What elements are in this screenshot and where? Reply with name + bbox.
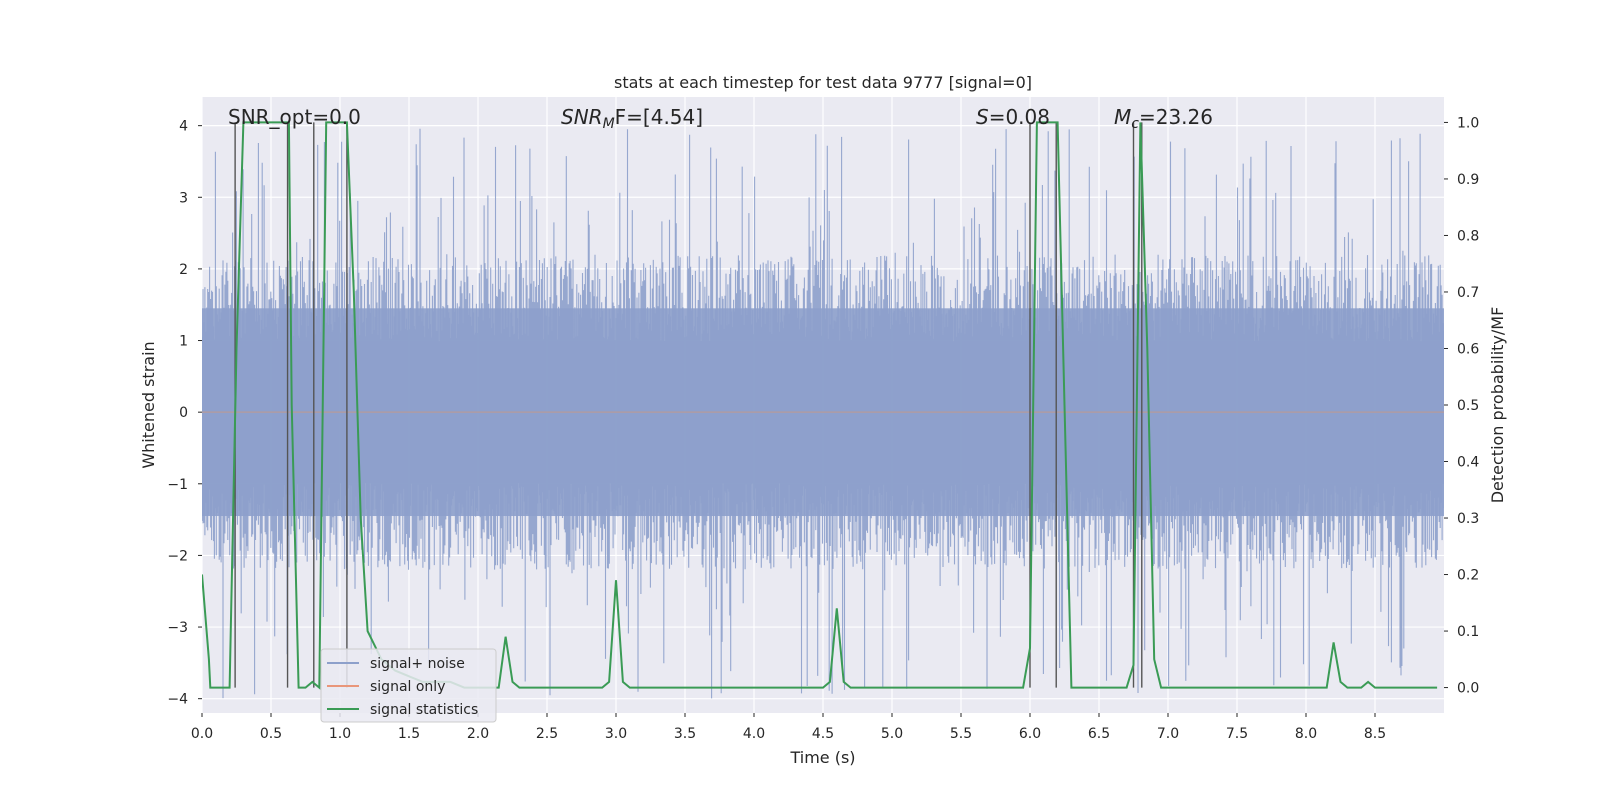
legend-label-signal: signal only: [370, 679, 445, 695]
y-axis-right-ticks: 1.0 0.9 0.8 0.7 0.6 0.5 0.4 0.3 0.2 0.1 0.0: [1444, 115, 1479, 697]
annotation-mc: Mc=23.26: [1114, 105, 1213, 132]
y-right-tick-label-1: 0.9: [1457, 172, 1479, 188]
y-right-tick-label-0: 1.0: [1457, 115, 1479, 131]
legend: signal+ noise signal only signal statist…: [320, 648, 497, 723]
y-left-tick-label-2: 2: [179, 262, 188, 278]
x-tick-label-3: 1.5: [398, 726, 420, 742]
y-right-tick-label-9: 0.1: [1457, 624, 1479, 640]
x-tick-label-2: 1.0: [329, 726, 351, 742]
x-tick-label-12: 6.0: [1019, 726, 1041, 742]
x-tick-label-7: 3.5: [674, 726, 696, 742]
y-right-tick-label-6: 0.4: [1457, 455, 1479, 471]
series-signal-statistics: [202, 121, 1438, 690]
x-tick-label-11: 5.5: [950, 726, 972, 742]
y-right-tick-label-2: 0.8: [1457, 228, 1479, 244]
y-left-tick-label-1: 3: [179, 190, 188, 206]
y-left-tick-label-0: 4: [179, 119, 188, 135]
y-left-tick-label-5: −1: [167, 477, 188, 493]
x-tick-label-10: 5.0: [881, 726, 903, 742]
annotation-mc-main: M: [1114, 105, 1131, 129]
y-right-tick-label-8: 0.2: [1457, 568, 1479, 584]
x-tick-label-6: 3.0: [605, 726, 627, 742]
annotation-snr-mf-sub: M: [603, 116, 615, 132]
x-tick-label-13: 6.5: [1088, 726, 1110, 742]
y-right-tick-label-4: 0.6: [1457, 341, 1479, 357]
x-tick-label-16: 8.0: [1295, 726, 1317, 742]
legend-label-noise: signal+ noise: [370, 656, 465, 672]
legend-box: [320, 648, 497, 723]
y-right-tick-label-3: 0.7: [1457, 285, 1479, 301]
chart-title: stats at each timestep for test data 977…: [614, 73, 1032, 92]
x-tick-label-5: 2.5: [536, 726, 558, 742]
x-tick-label-1: 0.5: [260, 726, 282, 742]
y-axis-right-label: Detection probability/MF: [1488, 307, 1507, 504]
y-right-tick-label-10: 0.0: [1457, 681, 1479, 697]
y-left-tick-label-8: −4: [167, 692, 188, 708]
x-tick-label-15: 7.5: [1226, 726, 1248, 742]
annotation-mc-rest: =23.26: [1139, 105, 1213, 129]
y-left-tick-label-4: 0: [179, 405, 188, 421]
y-right-tick-label-7: 0.3: [1457, 511, 1479, 527]
y-right-tick-label-5: 0.5: [1457, 398, 1479, 414]
y-left-tick-label-3: 1: [179, 334, 188, 350]
annotation-snr-mf-main: SNR: [561, 105, 603, 129]
x-axis-label: Time (s): [789, 748, 855, 767]
x-tick-label-4: 2.0: [467, 726, 489, 742]
annotation-mc-sub: c: [1131, 116, 1139, 132]
annotation-s: S=0.08: [976, 105, 1050, 129]
legend-label-stats: signal statistics: [370, 702, 478, 718]
annotation-s-rest: =0.08: [989, 105, 1050, 129]
annotation-s-main: S: [976, 105, 989, 129]
x-tick-label-8: 4.0: [743, 726, 765, 742]
x-tick-label-0: 0.0: [191, 726, 213, 742]
y-axis-left-ticks: 4 3 2 1 0 −1 −2 −3 −4: [167, 119, 202, 708]
annotation-snr-opt: SNR_opt=0.0: [228, 105, 361, 129]
y-left-tick-label-6: −2: [167, 548, 188, 564]
x-axis-ticks: 0.0 0.5 1.0 1.5 2.0 2.5 3.0 3.5 4.0 4.5 5.0 5.5 6.0 6…: [191, 713, 1386, 742]
x-tick-label-9: 4.5: [812, 726, 834, 742]
y-left-tick-label-7: −3: [167, 620, 188, 636]
annotation-snr-mf: SNRMF=[4.54]: [561, 105, 703, 132]
x-tick-label-17: 8.5: [1364, 726, 1386, 742]
annotation-snr-mf-rest: F=[4.54]: [615, 105, 703, 129]
y-axis-left-label: Whitened strain: [139, 341, 158, 468]
x-tick-label-14: 7.0: [1157, 726, 1179, 742]
